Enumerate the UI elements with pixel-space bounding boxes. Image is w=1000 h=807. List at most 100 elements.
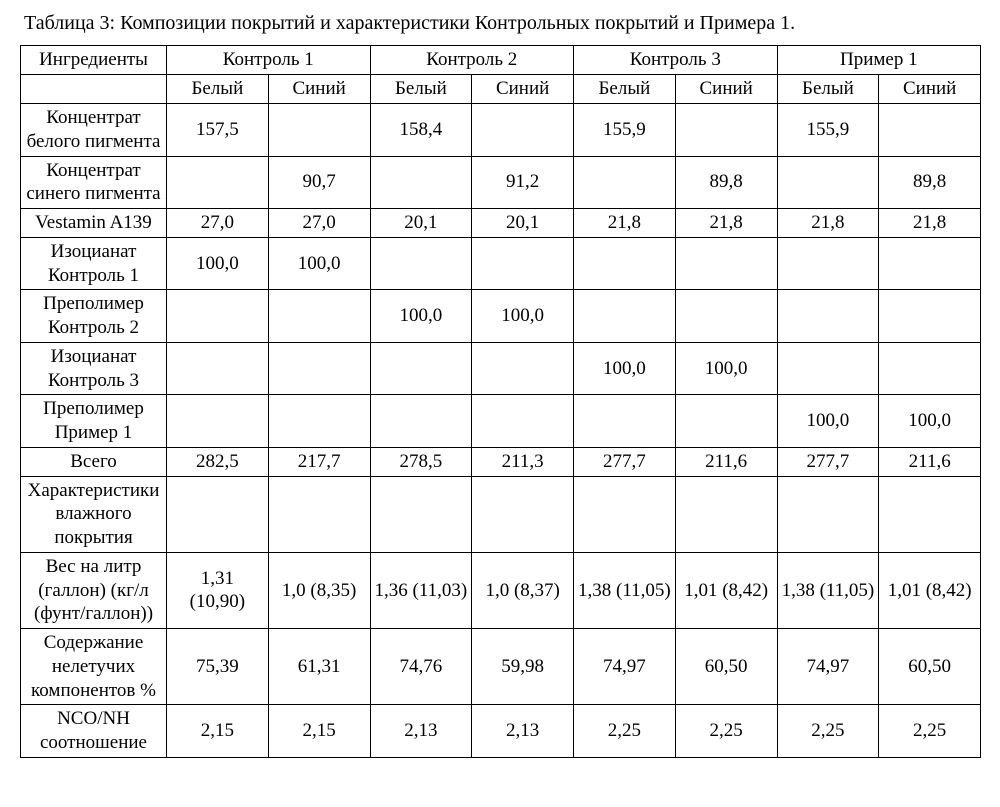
table-cell: [879, 476, 981, 552]
row-label: Содержание нелетучих компонентов %: [21, 629, 167, 705]
table-cell: 89,8: [879, 156, 981, 209]
table-cell: [472, 476, 574, 552]
table-cell: 1,0 (8,35): [268, 552, 370, 628]
table-cell: 2,15: [268, 705, 370, 758]
table-cell: [777, 290, 879, 343]
table-row: Изоцианат Контроль 1 100,0 100,0: [21, 237, 981, 290]
table-cell: 89,8: [675, 156, 777, 209]
row-label: Концентрат синего пигмента: [21, 156, 167, 209]
col-header-white: Белый: [370, 75, 472, 104]
table-cell: 158,4: [370, 104, 472, 157]
table-cell: [777, 237, 879, 290]
table-cell: 91,2: [472, 156, 574, 209]
table-cell: [675, 104, 777, 157]
table-cell: 27,0: [167, 209, 269, 238]
page: Таблица 3: Композиции покрытий и характе…: [0, 0, 1000, 807]
table-cell: [167, 342, 269, 395]
table-row: Концентрат синего пигмента 90,7 91,2 89,…: [21, 156, 981, 209]
table-cell: 27,0: [268, 209, 370, 238]
table-cell: [574, 156, 676, 209]
table-cell: 1,01 (8,42): [675, 552, 777, 628]
table-cell: [472, 395, 574, 448]
row-label: Vestamin A139: [21, 209, 167, 238]
table-cell: 2,25: [675, 705, 777, 758]
col-header-example-1: Пример 1: [777, 46, 981, 75]
table-cell: [268, 104, 370, 157]
table-cell: 2,15: [167, 705, 269, 758]
table-cell: [472, 342, 574, 395]
col-header-ingredients: Ингредиенты: [21, 46, 167, 75]
table-cell: [370, 342, 472, 395]
table-cell: 60,50: [879, 629, 981, 705]
table-cell: 90,7: [268, 156, 370, 209]
table-cell: [675, 395, 777, 448]
col-header-blue: Синий: [268, 75, 370, 104]
table-cell: [370, 156, 472, 209]
row-label: NCO/NH соотношение: [21, 705, 167, 758]
table-cell: 217,7: [268, 447, 370, 476]
table-cell: [370, 395, 472, 448]
table-cell: 100,0: [268, 237, 370, 290]
table-cell: [167, 290, 269, 343]
row-label: Характеристики влажного покрытия: [21, 476, 167, 552]
table-cell: 1,31 (10,90): [167, 552, 269, 628]
table-cell: 2,13: [472, 705, 574, 758]
table-cell: [472, 104, 574, 157]
table-cell: 74,97: [777, 629, 879, 705]
table-header-row-groups: Ингредиенты Контроль 1 Контроль 2 Контро…: [21, 46, 981, 75]
table-cell: 2,13: [370, 705, 472, 758]
table-cell: 211,6: [879, 447, 981, 476]
table-header-row-sub: Белый Синий Белый Синий Белый Синий Белы…: [21, 75, 981, 104]
table-cell: [675, 290, 777, 343]
table-cell: [167, 476, 269, 552]
table-cell: [167, 156, 269, 209]
col-header-blue: Синий: [879, 75, 981, 104]
table-cell: [370, 237, 472, 290]
table-cell: 2,25: [777, 705, 879, 758]
row-label: Преполимер Пример 1: [21, 395, 167, 448]
col-header-blue: Синий: [472, 75, 574, 104]
table-row: Характеристики влажного покрытия: [21, 476, 981, 552]
table-cell: 59,98: [472, 629, 574, 705]
table-cell: [879, 290, 981, 343]
table-cell: [574, 476, 676, 552]
table-cell: 74,76: [370, 629, 472, 705]
table-cell: [268, 476, 370, 552]
row-label: Концентрат белого пигмента: [21, 104, 167, 157]
table-cell: 211,3: [472, 447, 574, 476]
table-cell: 1,38 (11,05): [777, 552, 879, 628]
table-cell: 1,01 (8,42): [879, 552, 981, 628]
col-header-blue: Синий: [675, 75, 777, 104]
table-cell: 282,5: [167, 447, 269, 476]
table-cell: [574, 290, 676, 343]
table-cell: 75,39: [167, 629, 269, 705]
table-cell: [268, 290, 370, 343]
table-cell: 20,1: [370, 209, 472, 238]
table-cell: 100,0: [472, 290, 574, 343]
table-cell: [370, 476, 472, 552]
table-row: NCO/NH соотношение 2,15 2,15 2,13 2,13 2…: [21, 705, 981, 758]
table-cell: 1,38 (11,05): [574, 552, 676, 628]
row-label: Вес на литр (галлон) (кг/л (фунт/галлон)…: [21, 552, 167, 628]
table-cell: 100,0: [370, 290, 472, 343]
data-table: Ингредиенты Контроль 1 Контроль 2 Контро…: [20, 45, 981, 758]
table-cell: 277,7: [777, 447, 879, 476]
table-row: Преполимер Контроль 2 100,0 100,0: [21, 290, 981, 343]
table-cell: [879, 237, 981, 290]
row-label: Преполимер Контроль 2: [21, 290, 167, 343]
table-cell: 100,0: [777, 395, 879, 448]
table-row: Изоцианат Контроль 3 100,0 100,0: [21, 342, 981, 395]
col-header-control-2: Контроль 2: [370, 46, 574, 75]
table-cell: [777, 342, 879, 395]
table-cell: 277,7: [574, 447, 676, 476]
table-row: Содержание нелетучих компонентов % 75,39…: [21, 629, 981, 705]
col-header-white: Белый: [167, 75, 269, 104]
table-cell: [268, 395, 370, 448]
table-row: Вес на литр (галлон) (кг/л (фунт/галлон)…: [21, 552, 981, 628]
table-cell: [268, 342, 370, 395]
table-cell: 100,0: [675, 342, 777, 395]
col-header-blank: [21, 75, 167, 104]
table-cell: [472, 237, 574, 290]
col-header-control-1: Контроль 1: [167, 46, 371, 75]
table-cell: 21,8: [675, 209, 777, 238]
